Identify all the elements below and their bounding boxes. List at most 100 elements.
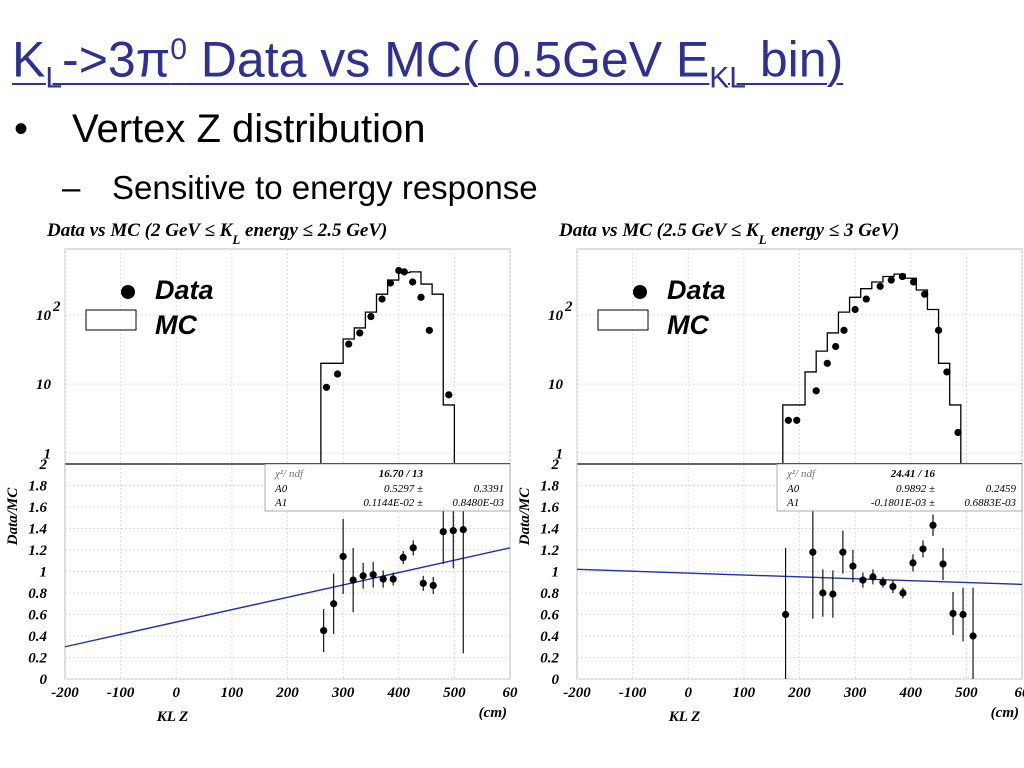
subbullet-text: Sensitive to energy response <box>112 169 538 206</box>
title-part-decay: ->3π <box>62 31 171 88</box>
chart-right-svg: Data vs MC (2.5 GeV ≤ KL energy ≤ 3 GeV)… <box>517 220 1024 725</box>
legend-data-label: Data <box>155 275 214 305</box>
lower-y-tick-label: 1.2 <box>28 543 47 559</box>
lower-y-tick-label: 1.4 <box>28 522 47 538</box>
ratio-point <box>909 559 917 567</box>
y-axis-ratio-label: Data/MC <box>517 487 533 547</box>
fit-box-a0-value: 0.5297 ± <box>384 483 423 495</box>
x-tick-label: 200 <box>275 685 299 701</box>
mc-histogram <box>782 273 962 464</box>
data-point <box>425 326 433 334</box>
chart-title-end: energy ≤ 3 GeV) <box>767 220 900 241</box>
fit-box-a0-error: 0.2459 <box>986 483 1017 495</box>
data-point <box>378 295 386 303</box>
ratio-point <box>949 609 957 618</box>
x-tick-label: 100 <box>733 685 756 701</box>
lower-y-tick-label: 0.8 <box>28 586 47 602</box>
legend-mc-label: MC <box>667 310 709 340</box>
data-point <box>322 383 331 391</box>
x-tick-label: -100 <box>107 685 135 701</box>
lower-y-tick-label: 1.2 <box>540 543 559 559</box>
ratio-point <box>419 579 427 587</box>
x-tick-label: 0 <box>685 685 693 701</box>
x-tick-label: 300 <box>331 685 355 701</box>
ratio-point <box>429 581 437 590</box>
chart-left-svg: Data vs MC (2 GeV ≤ KL energy ≤ 2.5 GeV)… <box>5 220 518 725</box>
lower-y-tick-label: 0.6 <box>540 608 559 624</box>
data-point <box>784 416 792 424</box>
lower-y-tick-label: 1 <box>552 565 560 581</box>
ratio-point <box>409 544 417 552</box>
ratio-point <box>389 575 397 583</box>
data-point <box>909 278 918 286</box>
ratio-point <box>399 553 407 562</box>
ratio-point <box>889 582 897 591</box>
lower-y-tick-label: 0.2 <box>540 651 559 667</box>
x-tick-label: -200 <box>51 685 79 701</box>
fit-box-chi2-value: 24.41 / 16 <box>890 468 936 480</box>
lower-y-tick-label: 1.8 <box>28 479 47 495</box>
legend-mc-box <box>597 309 649 331</box>
lower-y-tick-label: 0.8 <box>540 586 559 602</box>
ratio-point <box>449 527 457 535</box>
x-axis-unit: (cm) <box>479 705 507 721</box>
x-tick-label: -100 <box>619 685 647 701</box>
data-point <box>367 312 375 321</box>
fit-box-a0-label: A0 <box>274 483 288 495</box>
data-point <box>898 272 907 281</box>
ratio-point <box>809 548 817 556</box>
x-tick-label: 500 <box>955 685 978 701</box>
x-axis-unit: (cm) <box>991 705 1019 721</box>
ratio-point <box>829 590 837 598</box>
upper-y-tick-label: 1 <box>556 446 564 462</box>
ratio-point <box>459 525 467 534</box>
data-point <box>943 368 951 376</box>
ratio-point <box>349 576 357 584</box>
fit-box-a1-value: -0.1801E-03 ± <box>871 497 935 509</box>
lower-y-tick-label: 1.4 <box>540 522 559 538</box>
x-tick-label: 0 <box>173 685 181 701</box>
lower-y-tick-label: 0.6 <box>28 608 47 624</box>
lower-y-tick-label: 2 <box>39 457 48 473</box>
fit-box-a1-label: A1 <box>786 497 799 509</box>
upper-y-tick-label: 10 <box>36 308 52 324</box>
x-axis-label: KL Z <box>668 709 701 725</box>
bullet-text: Vertex Z distribution <box>72 107 426 151</box>
chart-title-sub: L <box>758 232 767 247</box>
title-sub-l: L <box>45 61 63 95</box>
data-point <box>876 282 884 290</box>
ratio-point <box>359 572 367 580</box>
lower-y-tick-label: 0 <box>552 672 560 688</box>
subbullet-sensitive: – Sensitive to energy response <box>62 168 538 208</box>
subbullet-dash: – <box>62 169 81 206</box>
x-tick-label: 60 <box>1015 685 1024 701</box>
chart-title: Data vs MC (2.5 GeV ≤ KL energy ≤ 3 GeV) <box>558 220 899 247</box>
ratio-point <box>869 573 877 581</box>
data-point <box>887 276 895 284</box>
x-tick-label: 200 <box>787 685 811 701</box>
upper-y-tick-label: 1 <box>44 446 52 462</box>
title-sub-kl: KL <box>709 61 746 95</box>
data-point <box>934 326 943 334</box>
fit-line <box>64 547 511 648</box>
ratio-point <box>859 576 867 584</box>
data-point <box>400 268 408 276</box>
x-tick-label: 100 <box>221 685 244 701</box>
ratio-point <box>369 571 377 579</box>
data-point <box>417 293 425 301</box>
legend-data-label: Data <box>667 275 726 305</box>
chart-title: Data vs MC (2 GeV ≤ KL energy ≤ 2.5 GeV) <box>46 220 387 247</box>
data-point <box>395 266 403 275</box>
x-tick-label: -200 <box>563 685 591 701</box>
upper-y-tick-sup: 2 <box>564 299 573 315</box>
plot-right: Data vs MC (2.5 GeV ≤ KL energy ≤ 3 GeV)… <box>512 214 1024 725</box>
fit-box-a0-error: 0.3391 <box>474 483 504 495</box>
bullet-dot: • <box>14 107 29 151</box>
chart-title-end: energy ≤ 2.5 GeV) <box>240 220 387 241</box>
title-sup-zero: 0 <box>170 33 187 66</box>
lower-y-tick-label: 1.6 <box>28 500 47 516</box>
legend-mc-label: MC <box>155 310 197 340</box>
fit-box-a1-label: A1 <box>274 497 287 509</box>
fit-box-a1-error: 0.8480E-03 <box>452 497 504 509</box>
ratio-point <box>781 610 790 619</box>
